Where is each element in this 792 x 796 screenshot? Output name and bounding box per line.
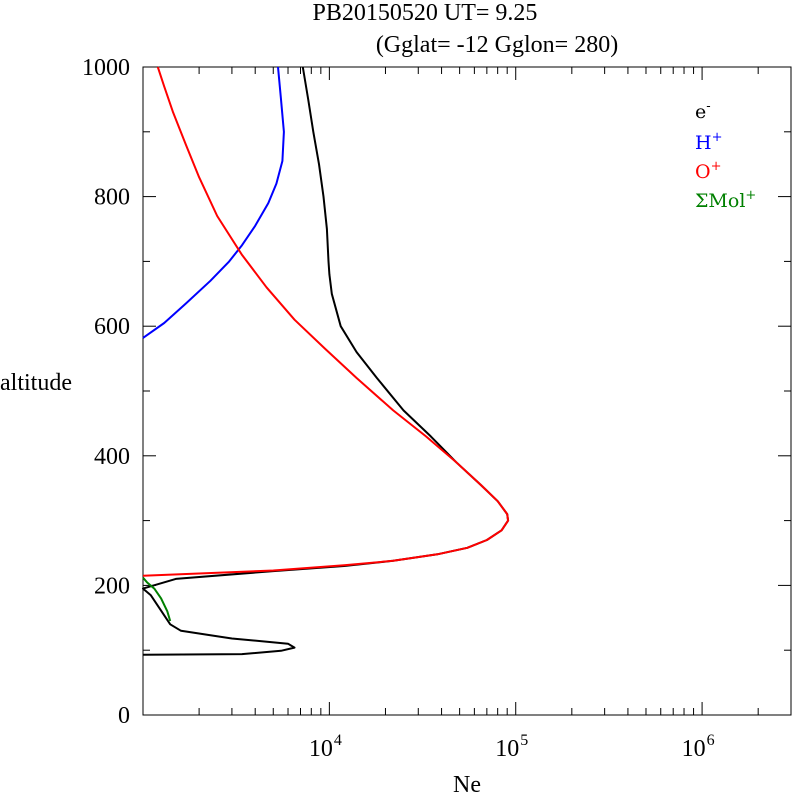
legend-entry: e-	[695, 99, 711, 123]
x-axis-label: Ne	[453, 772, 481, 796]
y-tick-label: 200	[94, 573, 130, 599]
legend-entry: O+	[695, 159, 721, 183]
y-tick-label: 800	[94, 185, 130, 211]
chart-title-line2: (Gglat= -12 Gglon= 280)	[376, 32, 618, 58]
x-tick-label: 106	[682, 732, 715, 762]
series-line-2	[142, 66, 510, 577]
x-tick-labels: 104 105 106	[309, 732, 715, 762]
plot-frame	[142, 66, 792, 716]
plot-area	[142, 66, 510, 656]
legend: e- H+ O+ ΣMol+	[695, 99, 756, 212]
series-line-3	[142, 576, 172, 622]
y-tick-labels: 0 200 400 600 800 1000	[82, 55, 130, 729]
legend-entry: ΣMol+	[695, 188, 756, 212]
y-axis-label: altitude	[0, 370, 72, 396]
legend-entry: H+	[695, 130, 722, 154]
y-tick-label: 600	[94, 314, 130, 340]
x-tick-label: 105	[495, 732, 528, 762]
series-line-1	[142, 66, 285, 339]
y-tick-label: 400	[94, 444, 130, 470]
axis-ticks	[142, 66, 792, 716]
x-tick-label: 104	[309, 732, 342, 762]
chart-title-line1: PB20150520 UT= 9.25	[313, 0, 538, 26]
y-tick-label: 1000	[82, 55, 130, 81]
y-tick-label: 0	[118, 703, 130, 729]
